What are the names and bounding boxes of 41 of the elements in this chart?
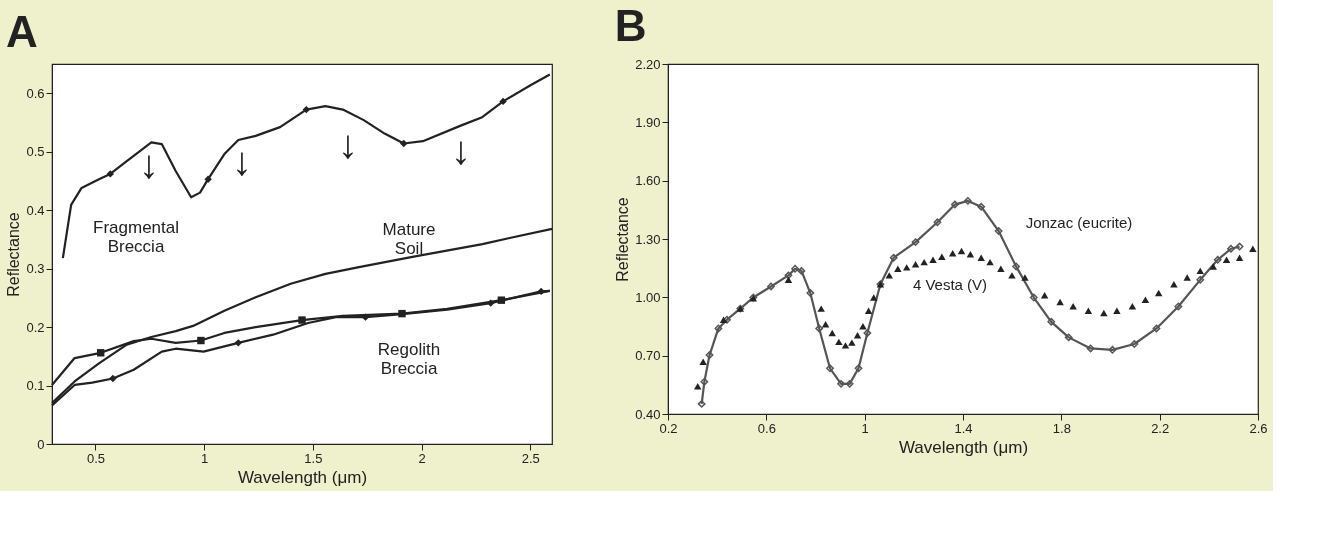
x-tick-label: 1.8 (1052, 420, 1071, 436)
x-tick-label: 2.2 (1151, 420, 1170, 436)
annotation: Regolith Breccia (377, 340, 441, 378)
annotation: Jonzac (eucrite) (1025, 214, 1133, 231)
annotation: ↓ (232, 139, 252, 183)
y-tick-label: 0.5 (26, 144, 45, 160)
x-tick-label: 1.5 (304, 450, 323, 466)
y-axis-title: Reflectance (614, 197, 632, 282)
y-tick-label: 0.1 (26, 378, 45, 394)
x-tick-label: 1 (201, 450, 209, 466)
y-tick-label: 0.3 (26, 261, 45, 277)
y-tick-label: 2.20 (635, 56, 661, 72)
annotation: Mature Soil (382, 220, 436, 258)
y-tick-label: 0.2 (26, 319, 45, 335)
x-tick-label: 2.5 (521, 450, 540, 466)
y-axis-title: Reflectance (5, 212, 23, 297)
y-tick-label: 0.4 (26, 202, 45, 218)
x-tick-label: 0.5 (86, 450, 106, 466)
chart-title: A (5, 7, 38, 56)
x-tick-label: 1.4 (954, 420, 973, 436)
x-tick-label: 1 (861, 420, 869, 436)
y-tick-label: 1.30 (635, 231, 661, 247)
y-tick-label: 1.60 (635, 173, 661, 189)
y-tick-label: 0.6 (26, 85, 45, 101)
y-tick-label: 0.40 (635, 406, 661, 422)
y-tick-label: 1.00 (635, 289, 661, 305)
y-tick-label: 1.90 (635, 114, 661, 130)
chart-title: B (614, 1, 647, 50)
annotation: 4 Vesta (V) (912, 276, 988, 293)
x-tick-label: 2 (418, 450, 426, 466)
annotation: Fragmental Breccia (93, 218, 179, 256)
x-tick-label: 2.6 (1249, 420, 1268, 436)
y-tick-label: 0 (37, 436, 45, 452)
y-tick-label: 0.70 (635, 348, 661, 364)
x-tick-label: 0.6 (757, 420, 776, 436)
annotation: ↓ (338, 122, 358, 166)
x-axis-title: Wavelength (μm) (898, 437, 1029, 457)
x-tick-label: 0.2 (659, 420, 678, 436)
x-axis-title: Wavelength (μm) (237, 467, 368, 487)
annotation: ↓ (451, 128, 471, 172)
annotation: ↓ (139, 142, 159, 186)
